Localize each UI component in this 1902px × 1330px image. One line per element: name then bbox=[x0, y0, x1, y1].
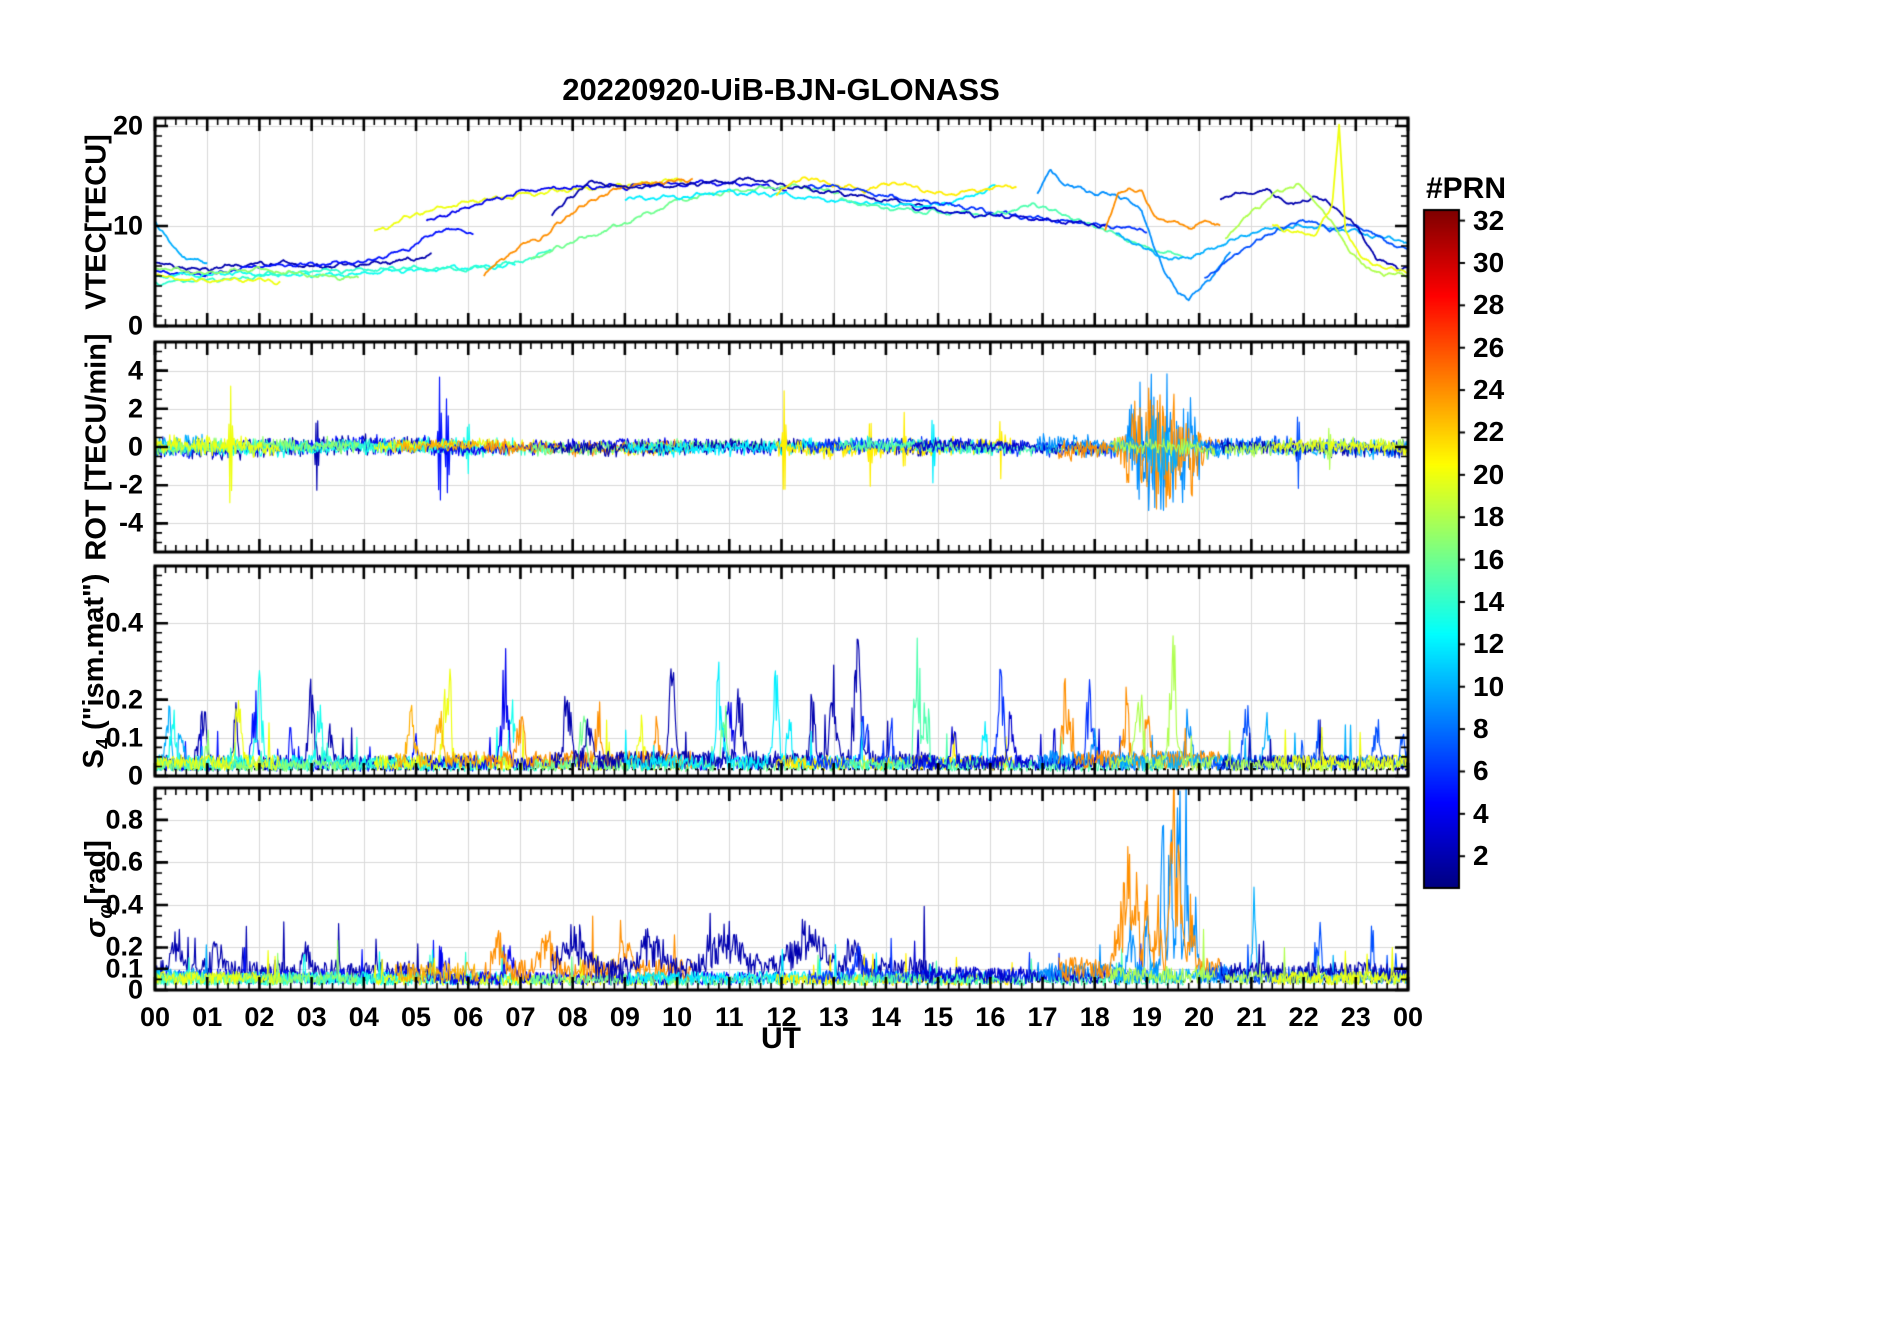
rot-axis-label-text: ROT [TECU/min] bbox=[80, 333, 113, 561]
vtec-tick-label-2: 20 bbox=[112, 110, 143, 141]
chart-title: 20220920-UiB-BJN-GLONASS bbox=[562, 72, 1000, 107]
x-tick-label-2: 02 bbox=[244, 1002, 275, 1032]
x-tick-label-3: 03 bbox=[296, 1002, 327, 1032]
rot-tick-label-4: 4 bbox=[127, 355, 143, 386]
rot-tick-label-0: -4 bbox=[118, 507, 143, 538]
x-tick-label-20: 20 bbox=[1184, 1002, 1215, 1032]
vtec-axis-label-text: VTEC[TECU] bbox=[80, 134, 113, 310]
prn-tick-label-13: 28 bbox=[1473, 289, 1505, 321]
vtec-tick-label-0: 0 bbox=[127, 310, 143, 341]
sigma-tick-label-5: 0.8 bbox=[105, 804, 143, 835]
rot-axis-label: ROT [TECU/min] bbox=[81, 333, 114, 560]
x-tick-label-12: 12 bbox=[766, 1002, 797, 1032]
x-tick-label-5: 05 bbox=[401, 1002, 432, 1032]
s4-tick-label-3: 0.4 bbox=[105, 607, 143, 638]
prn-tick-label-2: 6 bbox=[1473, 755, 1489, 787]
x-tick-label-8: 08 bbox=[557, 1002, 588, 1032]
x-tick-label-13: 13 bbox=[818, 1002, 849, 1032]
x-tick-label-17: 17 bbox=[1027, 1002, 1058, 1032]
x-tick-label-6: 06 bbox=[453, 1002, 484, 1032]
prn-tick-label-9: 20 bbox=[1473, 458, 1505, 490]
x-tick-label-15: 15 bbox=[923, 1002, 954, 1032]
prn-tick-label-10: 22 bbox=[1473, 416, 1505, 448]
rot-tick-label-1: -2 bbox=[118, 469, 143, 500]
x-tick-label-16: 16 bbox=[975, 1002, 1006, 1032]
x-tick-label-1: 01 bbox=[192, 1002, 223, 1032]
x-tick-label-18: 18 bbox=[1079, 1002, 1110, 1032]
sigma-tick-label-2: 0.2 bbox=[105, 931, 143, 962]
s4-tick-label-2: 0.2 bbox=[105, 684, 143, 715]
prn-tick-label-14: 30 bbox=[1473, 246, 1505, 278]
x-tick-label-10: 10 bbox=[662, 1002, 693, 1032]
x-axis-label: UT bbox=[761, 1022, 801, 1055]
prn-tick-label-8: 18 bbox=[1473, 501, 1505, 533]
x-tick-label-0: 00 bbox=[139, 1002, 171, 1032]
x-tick-label-4: 04 bbox=[348, 1002, 379, 1032]
sigma-tick-label-1: 0.1 bbox=[105, 953, 143, 984]
x-tick-label-24: 00 bbox=[1392, 1002, 1424, 1032]
prn-tick-label-15: 32 bbox=[1473, 204, 1505, 236]
vtec-tick-label-1: 10 bbox=[112, 210, 143, 241]
colorbar-title: #PRN bbox=[1425, 172, 1507, 205]
x-tick-label-14: 14 bbox=[870, 1002, 901, 1032]
prn-tick-label-0: 2 bbox=[1473, 840, 1489, 872]
prn-tick-label-7: 16 bbox=[1473, 543, 1505, 575]
x-tick-label-22: 22 bbox=[1288, 1002, 1319, 1032]
rot-tick-label-2: 0 bbox=[127, 431, 143, 462]
x-tick-label-9: 09 bbox=[609, 1002, 640, 1032]
s4-tick-label-1: 0.1 bbox=[105, 722, 143, 753]
prn-tick-label-12: 26 bbox=[1473, 331, 1505, 363]
prn-tick-label-11: 24 bbox=[1473, 374, 1505, 406]
x-tick-label-19: 19 bbox=[1131, 1002, 1162, 1032]
s4-tick-label-0: 0 bbox=[127, 760, 143, 791]
prn-tick-label-5: 12 bbox=[1473, 628, 1505, 660]
prn-tick-label-4: 10 bbox=[1473, 670, 1505, 702]
prn-tick-label-1: 4 bbox=[1473, 797, 1489, 829]
x-tick-label-7: 07 bbox=[505, 1002, 536, 1032]
sigma-tick-label-3: 0.4 bbox=[105, 889, 143, 920]
sigma-tick-label-4: 0.6 bbox=[105, 846, 143, 877]
x-tick-label-23: 23 bbox=[1340, 1002, 1371, 1032]
x-tick-label-21: 21 bbox=[1236, 1002, 1267, 1032]
rot-tick-label-3: 2 bbox=[127, 393, 143, 424]
x-tick-label-11: 11 bbox=[715, 1002, 744, 1032]
prn-tick-label-6: 14 bbox=[1473, 585, 1505, 617]
prn-tick-label-3: 8 bbox=[1473, 713, 1489, 745]
sigma-tick-label-0: 0 bbox=[127, 974, 143, 1005]
vtec-axis-label: VTEC[TECU] bbox=[81, 134, 114, 310]
